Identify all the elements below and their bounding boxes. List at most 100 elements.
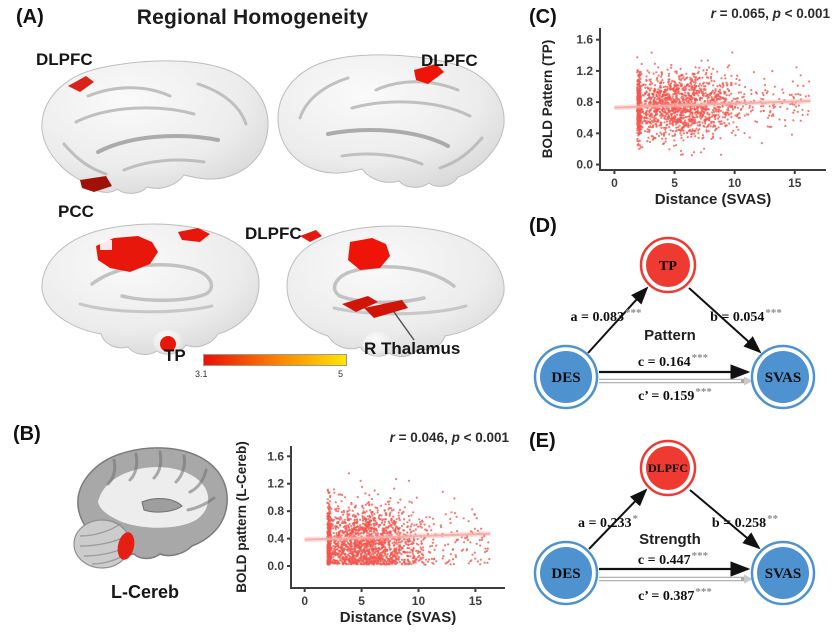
activation-frontal <box>178 228 210 242</box>
mediator-label: TP <box>659 259 677 274</box>
path-a-label: a = 0.083*** <box>571 307 642 325</box>
activation-frontal-small <box>300 230 322 242</box>
predictor-label: DES <box>551 566 580 582</box>
mediator-node <box>646 446 690 490</box>
path-b-arrow <box>688 287 762 354</box>
outcome-node <box>757 351 809 403</box>
svg-text:0.8: 0.8 <box>576 95 593 109</box>
activation-thalamus-b <box>364 300 408 318</box>
activation-l-cereb <box>117 532 135 560</box>
label-dlpfc-left: DLPFC <box>36 50 93 69</box>
scatter-points <box>304 472 491 566</box>
path-a-label: a = 0.233* <box>578 513 638 531</box>
svg-text:0.0: 0.0 <box>576 158 593 172</box>
svg-text:1.6: 1.6 <box>267 449 284 463</box>
outcome-node <box>757 547 809 599</box>
path-c-label: c = 0.447*** <box>638 550 709 568</box>
brain-lateral-left <box>41 60 269 194</box>
label-dlpfc-right: DLPFC <box>421 51 478 70</box>
brain-medial-right <box>286 225 505 357</box>
svg-text:10: 10 <box>728 176 742 190</box>
scatter-points <box>614 51 811 157</box>
activation-dlpfc-right <box>414 64 444 84</box>
mediation-diagram-pattern: TP DES SVAS a = 0.083*** b = 0.054*** Pa… <box>533 236 816 410</box>
path-b-label: b = 0.054*** <box>710 307 782 325</box>
predictor-node <box>540 547 592 599</box>
axes: 0 5 10 15 0.0 0.4 0.8 1.2 1.6 <box>267 446 505 608</box>
label-l-cereb: L-Cereb <box>110 582 179 602</box>
y-axis-label: BOLD Pattern (TP) <box>540 40 555 159</box>
lateral-fissure <box>96 134 220 154</box>
ventricle <box>141 498 183 513</box>
y-axis-label: BOLD pattern (L-Cereb) <box>234 441 249 593</box>
label-dlpfc-medial: DLPFC <box>245 224 302 243</box>
mri-slice <box>73 447 228 569</box>
brain-silhouette <box>286 225 505 357</box>
svg-text:1.6: 1.6 <box>576 33 593 47</box>
svg-text:15: 15 <box>788 176 802 190</box>
svg-text:15: 15 <box>469 594 483 608</box>
svg-text:1.2: 1.2 <box>267 477 284 491</box>
activation-thalamus-a <box>342 296 378 312</box>
activation-temporal-left <box>80 176 112 192</box>
x-axis-label: Distance (SVAS) <box>655 191 771 208</box>
svg-text:5: 5 <box>358 594 365 608</box>
sulci <box>62 82 248 176</box>
brain-silhouette <box>41 60 269 194</box>
activation-dlpfc-left <box>68 76 94 92</box>
scatter-c: 0 5 10 15 0.0 0.4 0.8 1.2 1.6 r = 0.065, p < 0.0… <box>540 6 831 208</box>
panel-a-title: Regional Homogeneity <box>136 6 369 29</box>
svg-text:0.8: 0.8 <box>267 504 284 518</box>
brain-medial-left <box>41 223 260 355</box>
correlation-annotation: r = 0.065, p < 0.001 <box>711 6 831 21</box>
path-b-arrow <box>689 489 761 550</box>
panel-d-letter: (D) <box>529 215 557 237</box>
brain-lateral-right <box>277 54 505 188</box>
svg-text:1.2: 1.2 <box>576 64 593 78</box>
sulci <box>106 450 216 512</box>
svg-text:10: 10 <box>412 594 426 608</box>
model-label: Pattern <box>644 327 696 344</box>
svg-text:0.4: 0.4 <box>576 126 593 140</box>
colorbar-max: 5 <box>338 369 344 379</box>
mediation-diagram-strength: DLPFC DES SVAS a = 0.233* b = 0.258** St… <box>533 439 816 606</box>
svg-text:0: 0 <box>301 594 308 608</box>
activation-cingulate <box>348 238 390 270</box>
path-cprime-label: c’ = 0.159*** <box>638 386 712 404</box>
label-tp: TP <box>164 346 186 365</box>
activation-tp <box>160 336 176 352</box>
scatter-b: 0 5 10 15 0.0 0.4 0.8 1.2 1.6 r = 0.046, p < 0.0… <box>234 430 510 626</box>
path-cprime-arrowhead <box>744 574 753 584</box>
panel-c-letter: (C) <box>529 6 557 28</box>
path-c-label: c = 0.164*** <box>638 352 709 370</box>
svg-text:5: 5 <box>671 176 678 190</box>
path-a-arrow <box>587 286 649 354</box>
panel-e-letter: (E) <box>529 430 556 452</box>
model-label: Strength <box>639 531 701 548</box>
path-b-label: b = 0.258** <box>712 513 779 531</box>
x-axis-label: Distance (SVAS) <box>340 609 456 626</box>
mediator-node <box>646 243 690 287</box>
correlation-annotation: r = 0.046, p < 0.001 <box>390 430 510 445</box>
panel-a-letter: (A) <box>16 6 44 28</box>
label-r-thalamus: R Thalamus <box>364 339 461 358</box>
path-cprime-label: c’ = 0.387*** <box>638 586 712 604</box>
svg-text:0.4: 0.4 <box>267 532 284 546</box>
mediator-label: DLPFC <box>648 461 688 475</box>
panel-b-letter: (B) <box>13 423 41 445</box>
activation-pcc-gap <box>100 240 112 250</box>
axes: 0 5 10 15 0.0 0.4 0.8 1.2 1.6 <box>576 28 826 190</box>
brain-silhouette <box>41 223 260 355</box>
path-cprime-arrowhead <box>744 376 753 386</box>
label-pcc: PCC <box>58 202 94 221</box>
colorbar <box>203 354 347 366</box>
outcome-label: SVAS <box>765 566 801 582</box>
path-a-arrow <box>588 488 648 550</box>
white-matter <box>98 466 209 528</box>
svg-text:0.0: 0.0 <box>267 559 284 573</box>
predictor-node <box>540 351 592 403</box>
brain-silhouette <box>277 54 505 188</box>
outcome-label: SVAS <box>765 370 801 386</box>
thalamus-pointer-line <box>393 311 415 341</box>
